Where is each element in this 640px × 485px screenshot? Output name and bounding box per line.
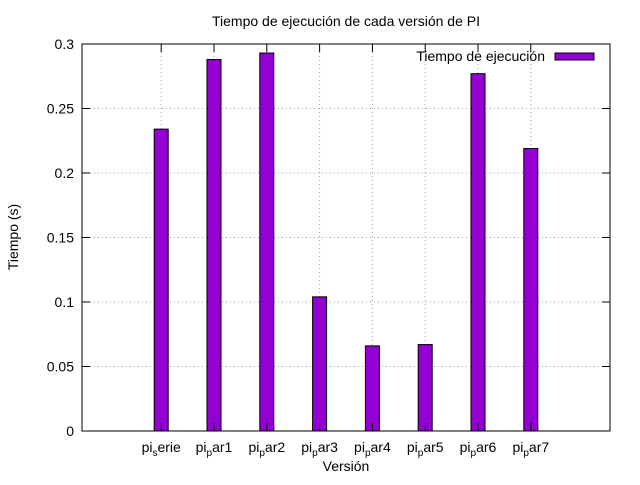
x-tick-label: pipar4 xyxy=(354,439,391,459)
x-tick-label: pipar1 xyxy=(196,439,233,459)
bar xyxy=(364,345,380,432)
x-tick-label: pipar7 xyxy=(512,439,549,459)
bar xyxy=(153,128,169,432)
x-tick-label: pipar3 xyxy=(301,439,338,459)
y-tick-label: 0.15 xyxy=(47,230,74,246)
bar xyxy=(259,52,275,432)
legend-label: Tiempo de ejecución xyxy=(416,48,545,64)
bar xyxy=(417,344,433,432)
bars xyxy=(153,52,539,432)
legend-swatch xyxy=(554,52,595,61)
bar xyxy=(206,58,222,432)
chart-title: Tiempo de ejecución de cada versión de P… xyxy=(212,13,480,29)
y-tick-label: 0.05 xyxy=(47,359,74,375)
x-tick-label: pipar2 xyxy=(248,439,285,459)
y-axis-ticks: 0 0.05 0.1 0.15 0.2 0.25 0.3 xyxy=(47,36,610,439)
x-tick-label: piserie xyxy=(142,439,181,459)
y-tick-label: 0.1 xyxy=(55,294,75,310)
legend: Tiempo de ejecución xyxy=(416,48,595,64)
bar xyxy=(470,73,486,432)
bar xyxy=(312,296,328,432)
y-tick-label: 0 xyxy=(66,423,74,439)
x-tick-label: pipar6 xyxy=(460,439,497,459)
x-tick-label: pipar5 xyxy=(407,439,444,459)
y-axis-label: Tiempo (s) xyxy=(5,204,21,270)
bar xyxy=(523,147,539,432)
x-axis-label: Versión xyxy=(323,458,370,474)
y-tick-label: 0.3 xyxy=(55,36,75,52)
y-tick-label: 0.2 xyxy=(55,165,75,181)
y-tick-label: 0.25 xyxy=(47,101,74,117)
x-axis-ticks: piserie pipar1 pipar2 pipar3 pipar4 pipar5 pip… xyxy=(142,44,549,459)
